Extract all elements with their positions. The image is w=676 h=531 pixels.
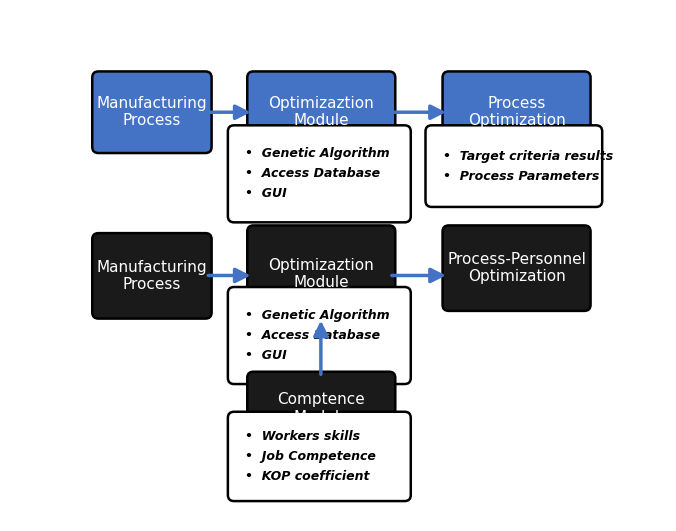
FancyBboxPatch shape [425, 125, 602, 207]
FancyBboxPatch shape [228, 125, 411, 222]
FancyBboxPatch shape [443, 72, 591, 153]
Text: Process
Optimization: Process Optimization [468, 96, 565, 129]
FancyBboxPatch shape [92, 72, 212, 153]
FancyBboxPatch shape [228, 412, 411, 501]
Text: •  Workers skills
•  Job Competence
•  KOP coefficient: • Workers skills • Job Competence • KOP … [245, 430, 376, 483]
Text: Optimizaztion
Module: Optimizaztion Module [268, 96, 374, 129]
FancyBboxPatch shape [247, 226, 395, 322]
Text: •  Genetic Algorithm
•  Access Database
•  GUI: • Genetic Algorithm • Access Database • … [245, 309, 389, 362]
Text: Manufacturing
Process: Manufacturing Process [97, 260, 208, 292]
FancyBboxPatch shape [247, 372, 395, 446]
FancyBboxPatch shape [247, 72, 395, 153]
Text: •  Target criteria results
•  Process Parameters: • Target criteria results • Process Para… [443, 150, 613, 183]
Text: •  Genetic Algorithm
•  Access Database
•  GUI: • Genetic Algorithm • Access Database • … [245, 147, 389, 200]
Text: Comptence
Module: Comptence Module [277, 392, 365, 425]
FancyBboxPatch shape [92, 233, 212, 319]
Text: Process-Personnel
Optimization: Process-Personnel Optimization [447, 252, 586, 285]
Text: Manufacturing
Process: Manufacturing Process [97, 96, 208, 129]
FancyBboxPatch shape [443, 226, 591, 311]
FancyBboxPatch shape [228, 287, 411, 384]
Text: Optimizaztion
Module: Optimizaztion Module [268, 258, 374, 290]
